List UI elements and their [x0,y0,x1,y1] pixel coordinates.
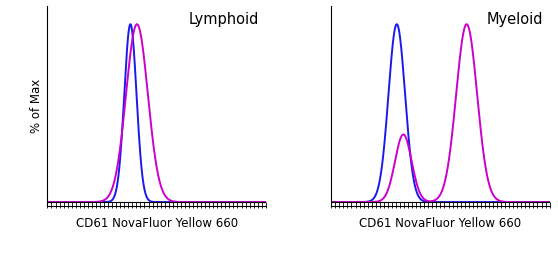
X-axis label: CD61 NovaFluor Yellow 660: CD61 NovaFluor Yellow 660 [359,217,522,230]
Text: Myeloid: Myeloid [487,12,543,27]
X-axis label: CD61 NovaFluor Yellow 660: CD61 NovaFluor Yellow 660 [75,217,238,230]
Text: Lymphoid: Lymphoid [189,12,259,27]
Y-axis label: % of Max: % of Max [30,79,44,133]
